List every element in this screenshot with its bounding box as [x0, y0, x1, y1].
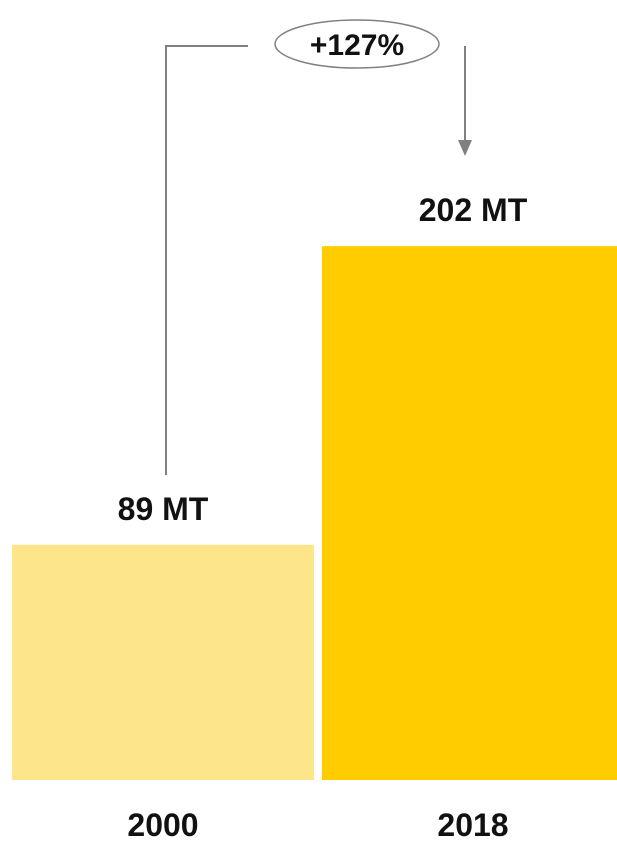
value-label-2018: 202 MT [419, 192, 528, 228]
value-label-2000: 89 MT [118, 491, 209, 527]
change-connector: +127% [165, 19, 472, 475]
change-badge [274, 19, 440, 69]
bar-2000 [12, 544, 314, 780]
category-label-2000: 2000 [127, 807, 198, 841]
change-label: +127% [310, 29, 404, 62]
category-label-2018: 2018 [437, 807, 508, 841]
connector-line [165, 45, 248, 475]
bar-2018 [322, 246, 617, 781]
arrow-head-icon [458, 140, 472, 156]
